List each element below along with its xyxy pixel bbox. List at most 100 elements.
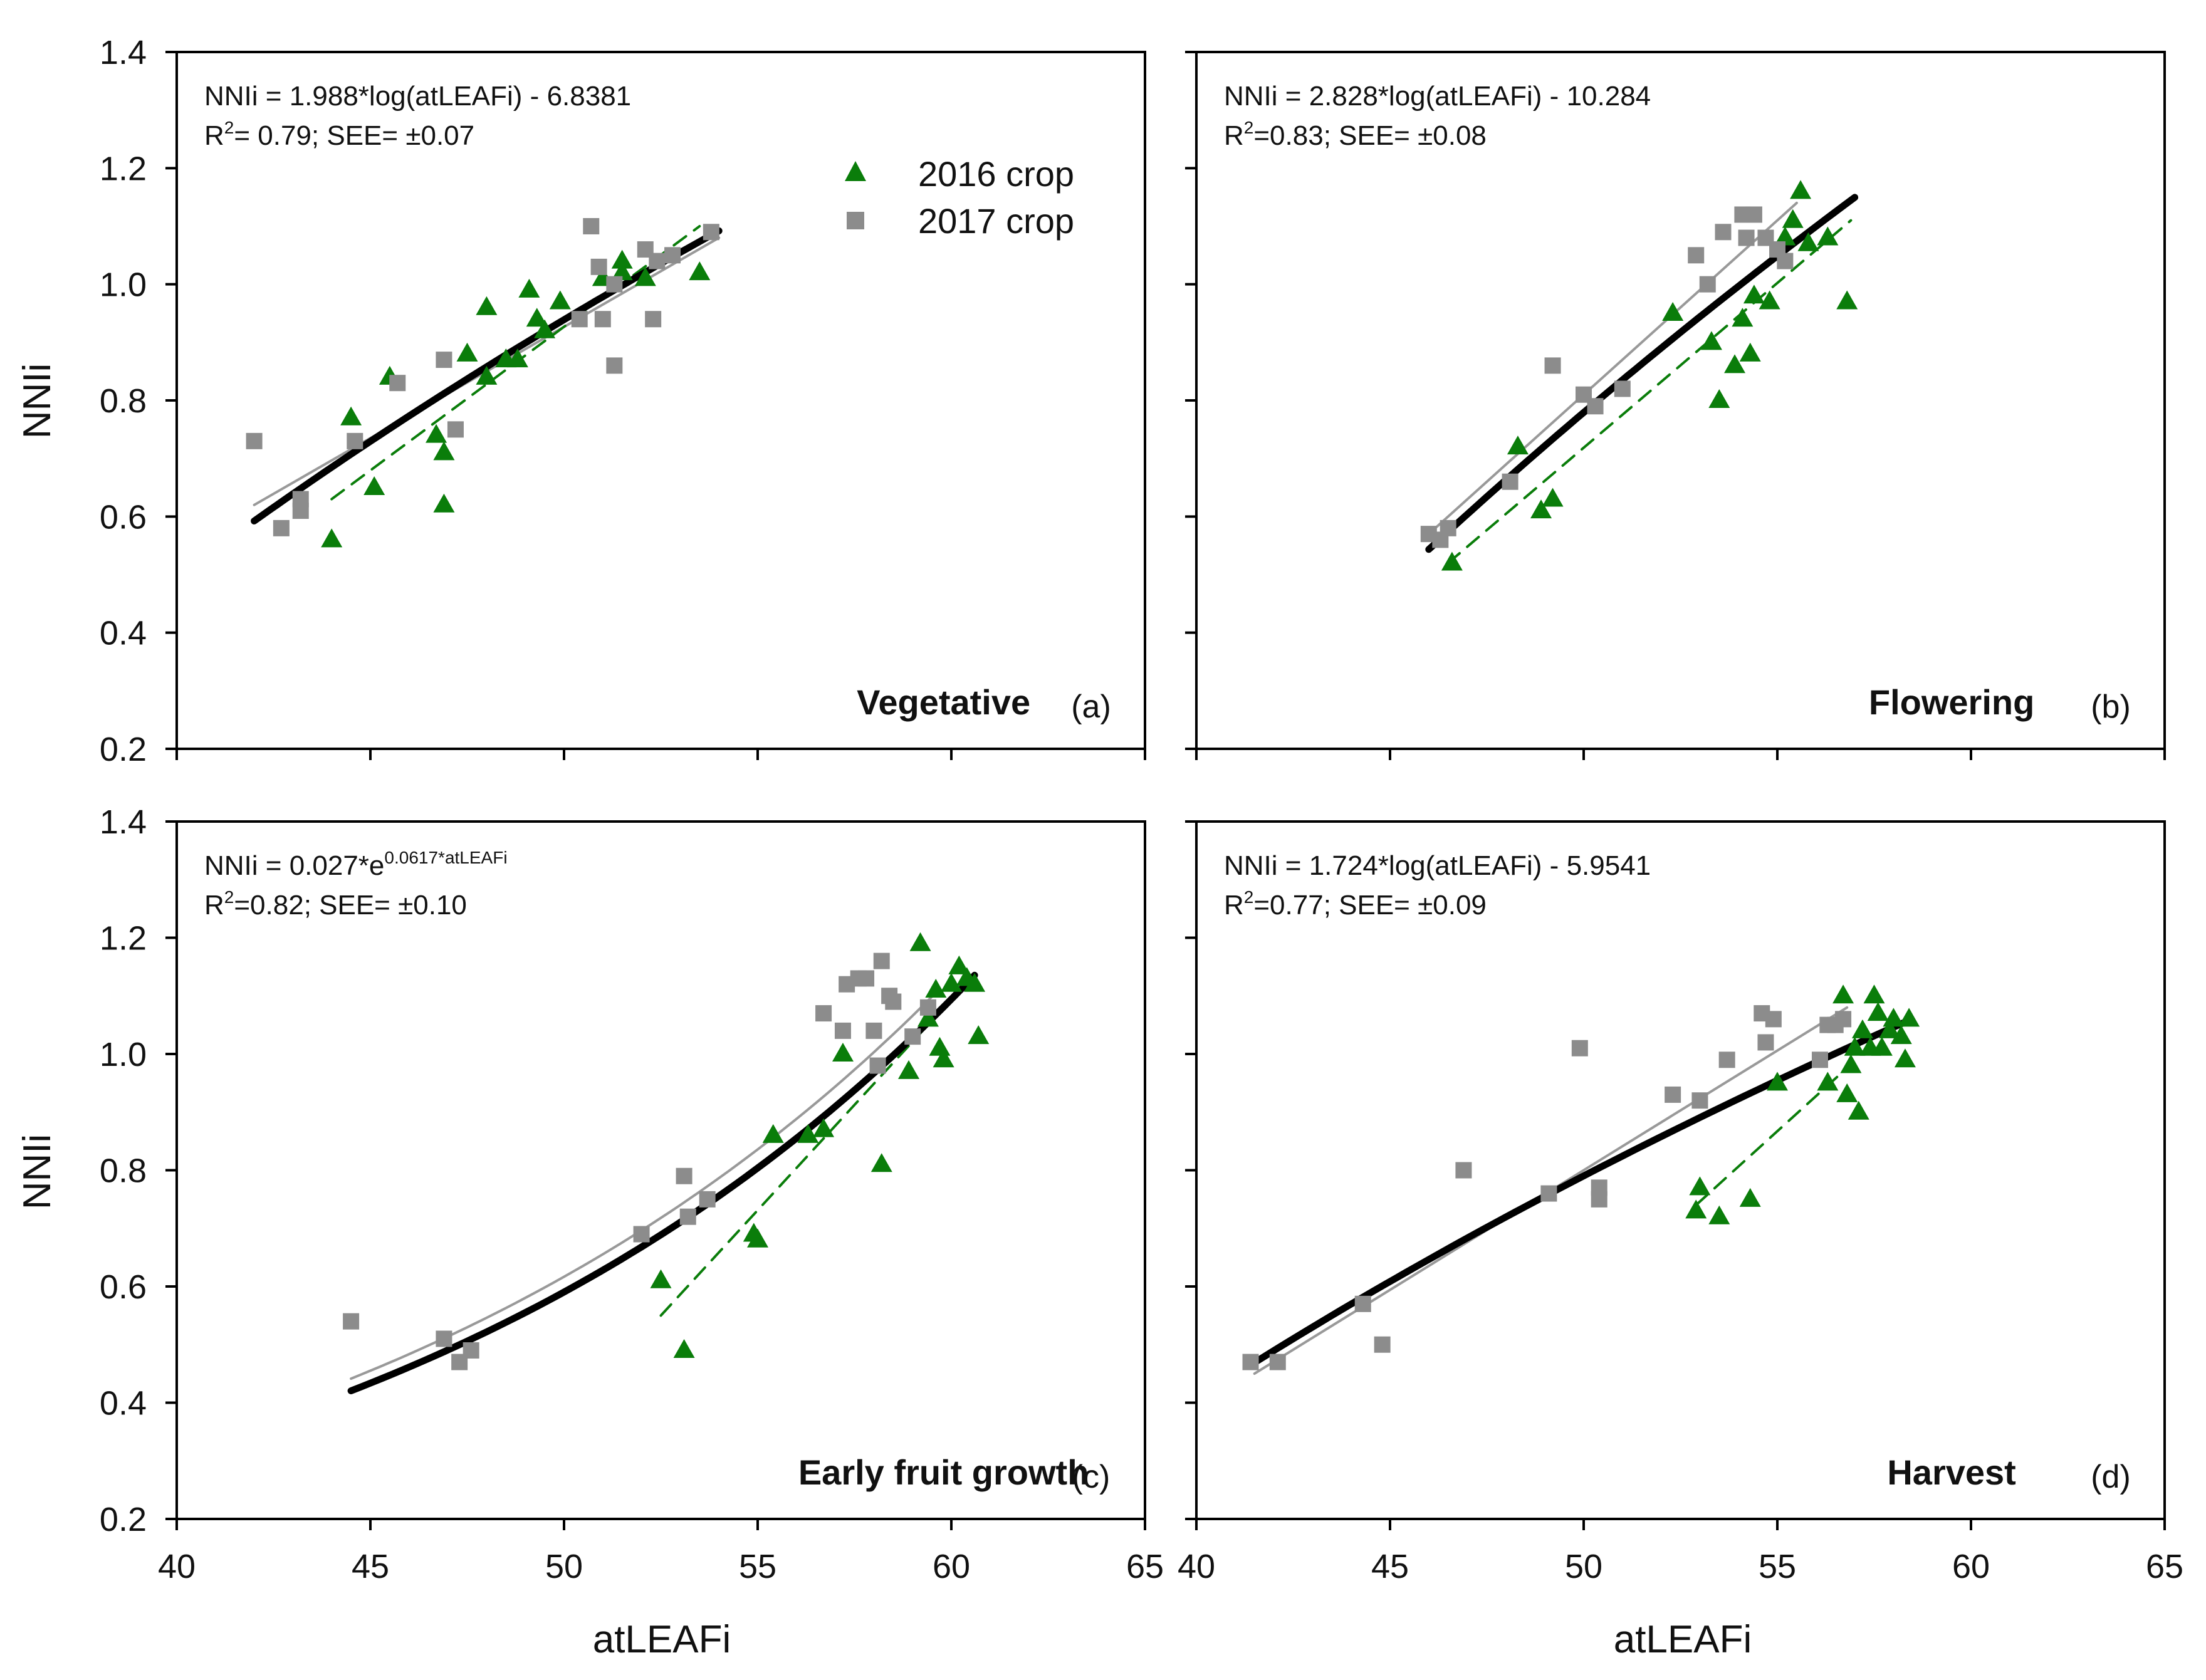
stage-label: Vegetative xyxy=(857,682,1030,722)
x-tick-label: 45 xyxy=(352,1548,389,1585)
data-point-2016 xyxy=(673,1339,695,1359)
panel-letter: (c) xyxy=(1072,1459,1111,1495)
y-tick-label: 0.4 xyxy=(100,615,147,652)
data-point-2017 xyxy=(1665,1086,1681,1103)
data-point-2016 xyxy=(1708,389,1730,408)
data-point-2017 xyxy=(1455,1162,1472,1179)
data-point-2017 xyxy=(347,432,363,449)
data-point-2017 xyxy=(1587,398,1604,415)
data-point-2016 xyxy=(1817,226,1839,246)
data-point-2016 xyxy=(925,978,947,998)
data-point-2017 xyxy=(919,999,936,1016)
legend-label-2016: 2016 crop xyxy=(918,154,1074,194)
data-point-2016 xyxy=(1708,1205,1730,1224)
data-point-2016 xyxy=(634,267,656,286)
data-point-2016 xyxy=(870,1153,892,1172)
x-tick-label: 55 xyxy=(739,1548,776,1585)
data-point-2016 xyxy=(506,348,528,368)
data-point-2017 xyxy=(885,993,902,1010)
data-point-2017 xyxy=(1242,1354,1259,1370)
data-point-2017 xyxy=(699,1191,716,1208)
data-point-2016 xyxy=(518,278,540,298)
data-point-2016 xyxy=(1507,436,1529,455)
y-tick-label: 0.2 xyxy=(100,1501,147,1538)
panels: 0.2 0.4 0.6 0.8 1.0 1.2 1.4 NNIi = 1.988*log(at… xyxy=(100,34,2183,1585)
data-point-2016 xyxy=(1832,984,1854,1004)
data-point-2016 xyxy=(964,973,986,992)
data-point-2016 xyxy=(426,424,447,443)
data-point-2017 xyxy=(1374,1336,1391,1353)
data-point-2016 xyxy=(1774,226,1796,246)
stage-label: Early fruit growth xyxy=(798,1453,1089,1492)
chart-panel-1: 0.2 0.4 0.6 0.8 1.0 1.2 1.4 NNIi = 1.988*log(at… xyxy=(100,34,1146,768)
y-axis-label-bottom: NNIi xyxy=(16,1134,59,1210)
data-point-2017 xyxy=(273,519,290,536)
data-point-2017 xyxy=(1691,1092,1708,1109)
data-point-2016 xyxy=(933,1048,954,1068)
data-point-2016 xyxy=(1662,302,1684,321)
data-point-2016 xyxy=(650,1269,672,1288)
data-point-2016 xyxy=(1890,1025,1912,1045)
data-point-2017 xyxy=(1777,253,1794,269)
data-point-2016 xyxy=(762,1124,784,1143)
equation-text: NNIi = 0.027*e0.0617*atLEAFi xyxy=(204,848,508,881)
data-point-2017 xyxy=(1765,1011,1782,1028)
data-point-2016 xyxy=(1441,551,1463,571)
data-point-2016 xyxy=(1530,499,1552,519)
data-point-2017 xyxy=(571,311,588,328)
data-point-2017 xyxy=(606,357,623,374)
data-point-2016 xyxy=(948,955,970,974)
x-axis-label-right: atLEAFi xyxy=(1614,1618,1752,1661)
data-point-2016 xyxy=(797,1124,819,1143)
data-point-2017 xyxy=(679,1208,696,1225)
data-point-2017 xyxy=(834,1022,851,1039)
x-axis-label-left: atLEAFi xyxy=(593,1618,731,1661)
y-tick-label: 1.0 xyxy=(100,1036,147,1073)
data-point-2017 xyxy=(1699,276,1716,293)
data-point-2017 xyxy=(1571,1040,1588,1057)
y-tick-label: 0.6 xyxy=(100,498,147,536)
data-point-2016 xyxy=(1700,331,1722,350)
data-point-2016 xyxy=(611,261,633,281)
data-point-2017 xyxy=(633,1226,650,1243)
data-point-2016 xyxy=(747,1228,768,1248)
data-point-2017 xyxy=(590,258,607,275)
data-point-2016 xyxy=(1739,1187,1761,1207)
data-point-2017 xyxy=(436,1330,452,1347)
x-tick-label: 50 xyxy=(545,1548,583,1585)
data-point-2017 xyxy=(1715,224,1732,241)
data-point-2016 xyxy=(1542,488,1564,507)
data-point-2016 xyxy=(898,1060,920,1079)
data-point-2016 xyxy=(1836,1083,1858,1102)
chart-panel-3: 0.2 0.4 0.6 0.8 1.0 1.2 1.4 40 45 50 55 60 65 NNIi = … xyxy=(100,803,1164,1585)
data-point-2016 xyxy=(1851,1019,1873,1038)
data-point-2017 xyxy=(606,276,623,293)
data-point-2016 xyxy=(1894,1048,1916,1068)
data-point-2016 xyxy=(909,932,931,951)
data-point-2017 xyxy=(436,352,452,368)
x-tick-label: 55 xyxy=(1759,1548,1796,1585)
data-point-2016 xyxy=(433,493,455,513)
data-point-2016 xyxy=(340,406,362,425)
panel-letter: (a) xyxy=(1071,689,1111,725)
r-squared-text: R2= 0.79; SEE= ±0.07 xyxy=(204,118,474,151)
data-point-2016 xyxy=(456,342,478,362)
data-point-2016 xyxy=(1863,984,1885,1004)
data-point-2017 xyxy=(292,491,309,508)
data-point-2017 xyxy=(1738,229,1755,246)
data-point-2017 xyxy=(343,1313,360,1330)
data-point-2016 xyxy=(1836,290,1858,310)
panel-letter: (d) xyxy=(2091,1459,2131,1495)
fit-line-2016-crop xyxy=(1446,219,1853,565)
fit-line-overall xyxy=(347,971,978,1394)
data-point-2016 xyxy=(1883,1008,1905,1027)
x-tick-label: 45 xyxy=(1371,1548,1409,1585)
data-point-2016 xyxy=(1871,1036,1893,1056)
y-tick-label: 0.2 xyxy=(100,731,147,768)
data-point-2016 xyxy=(1724,354,1746,373)
x-tick-label: 40 xyxy=(158,1548,196,1585)
data-point-2017 xyxy=(664,247,681,264)
fit-line-overall xyxy=(1425,194,1859,553)
data-point-2017 xyxy=(594,311,611,328)
